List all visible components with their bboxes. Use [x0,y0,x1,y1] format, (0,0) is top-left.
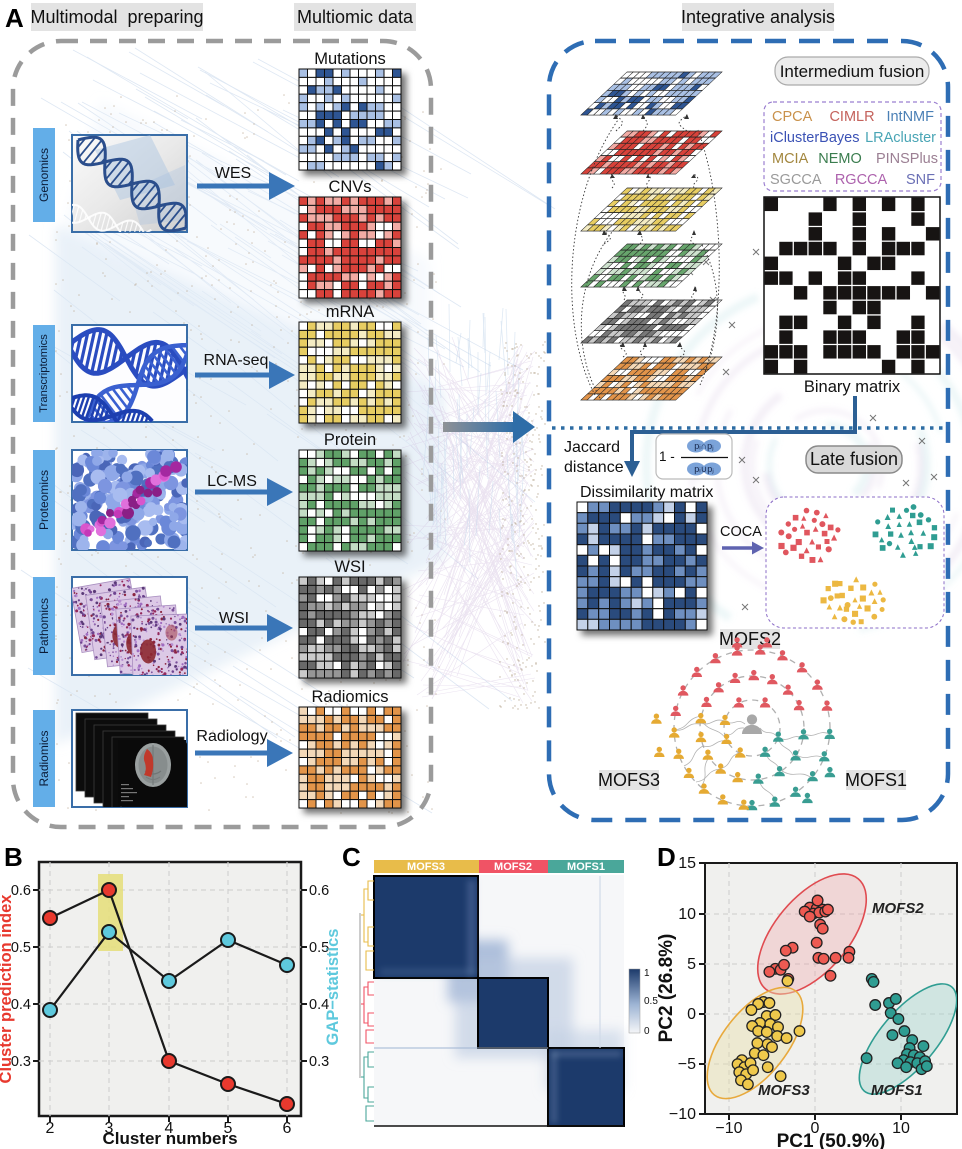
svg-text:SGCCA: SGCCA [770,172,822,188]
svg-text:PINSPlus: PINSPlus [876,151,938,167]
svg-text:CNVs: CNVs [328,178,371,196]
svg-text:MCIA: MCIA [772,151,809,167]
svg-text:RNA-seq: RNA-seq [204,352,269,369]
svg-text:Mutations: Mutations [314,50,386,68]
svg-text:−5: −5 [678,1056,696,1073]
svg-text:Radiomics: Radiomics [311,688,388,706]
svg-text:Jaccard: Jaccard [564,439,620,456]
svg-text:mRNA: mRNA [326,303,375,321]
svg-text:MOFS3: MOFS3 [758,1082,810,1099]
svg-text:15: 15 [678,855,696,872]
svg-text:Dissimilarity matrix: Dissimilarity matrix [580,484,713,501]
svg-text:Multimodal preparing: Multimodal preparing [30,7,203,27]
svg-text:0.6: 0.6 [309,883,329,899]
svg-text:0.3: 0.3 [309,1054,329,1070]
svg-text:Radiomics: Radiomics [37,730,51,786]
svg-text:0: 0 [687,1006,696,1023]
svg-text:Genomics: Genomics [37,148,51,202]
svg-text:LRAcluster: LRAcluster [865,130,936,146]
svg-text:Cluster numbers: Cluster numbers [102,1129,237,1148]
svg-text:MOFS3: MOFS3 [407,861,445,873]
svg-text:COCA: COCA [720,524,762,540]
svg-text:2: 2 [46,1120,55,1137]
svg-text:SNF: SNF [906,172,935,188]
svg-text:Proteomics: Proteomics [37,470,51,530]
svg-text:0: 0 [644,1026,650,1037]
svg-text:LC-MS: LC-MS [207,473,257,490]
svg-text:1: 1 [644,968,650,979]
svg-text:Intermedium fusion: Intermedium fusion [780,62,925,81]
svg-text:MOFS1: MOFS1 [845,770,907,790]
svg-text:Binary matrix: Binary matrix [804,378,901,396]
svg-text:PC2 (26.8%): PC2 (26.8%) [656,934,677,1043]
svg-text:WES: WES [215,165,251,182]
svg-text:10: 10 [678,906,696,923]
svg-text:IntNMF: IntNMF [886,109,934,125]
svg-text:iClusterBayes: iClusterBayes [770,130,859,146]
svg-text:−10: −10 [715,1120,742,1137]
svg-text:CIMLR: CIMLR [829,109,874,125]
svg-text:WSI: WSI [219,610,249,627]
svg-text:1 -: 1 - [659,449,675,464]
svg-text:MOFS1: MOFS1 [567,861,605,873]
svg-text:10: 10 [892,1120,910,1137]
svg-text:D: D [657,842,676,872]
svg-text:Multiomic data: Multiomic data [297,7,414,27]
svg-text:Protein: Protein [324,431,376,449]
svg-text:Late fusion: Late fusion [810,449,898,469]
svg-text:C: C [342,842,361,872]
svg-text:Radiology: Radiology [196,728,267,745]
svg-text:distance: distance [564,459,624,476]
svg-text:pᵢ∩pⱼ: pᵢ∩pⱼ [694,441,714,451]
svg-text:Transcriptomics: Transcriptomics [38,334,50,413]
svg-text:CPCA: CPCA [772,109,813,125]
svg-text:WSI: WSI [334,558,365,576]
svg-text:PC1 (50.9%): PC1 (50.9%) [777,1131,886,1149]
svg-text:pᵢ∪pⱼ: pᵢ∪pⱼ [694,464,714,474]
svg-text:MOFS2: MOFS2 [872,900,924,917]
svg-text:MOFS2: MOFS2 [494,861,532,873]
svg-text:−10: −10 [669,1106,696,1123]
svg-text:MOFS1: MOFS1 [871,1082,923,1099]
svg-text:Cluster prediction index: Cluster prediction index [0,894,15,1084]
svg-text:6: 6 [283,1120,292,1137]
svg-text:MOFS3: MOFS3 [598,770,660,790]
svg-text:RGCCA: RGCCA [835,172,888,188]
svg-text:B: B [4,842,23,872]
svg-text:NEMO: NEMO [818,151,862,167]
svg-text:5: 5 [687,956,696,973]
svg-text:Integrative analysis: Integrative analysis [681,7,835,27]
svg-text:Pathomics: Pathomics [37,598,51,654]
svg-text:A: A [5,3,24,33]
svg-text:GAP−statistics: GAP−statistics [324,929,342,1046]
